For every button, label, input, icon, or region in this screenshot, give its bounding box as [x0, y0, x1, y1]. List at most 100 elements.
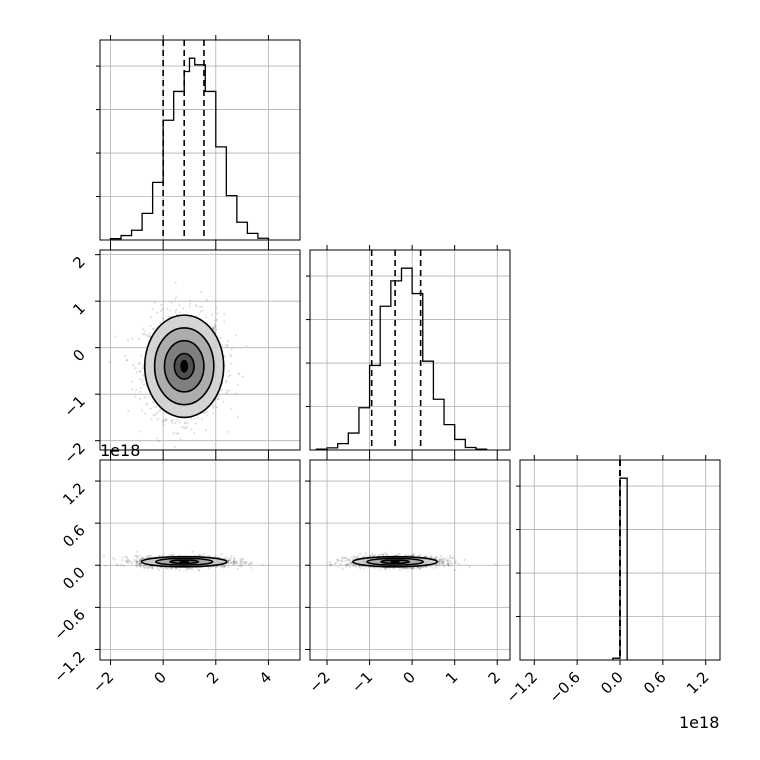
scatter-point [179, 438, 182, 441]
scatter-point [435, 564, 438, 567]
scatter-point [438, 560, 441, 563]
scatter-point [403, 567, 406, 570]
scatter-point [137, 563, 140, 566]
scatter-point [398, 568, 401, 572]
scatter-point [220, 388, 223, 391]
scatter-point [353, 563, 356, 567]
scatter-point [217, 397, 220, 400]
plot-area [103, 550, 264, 572]
histogram-step [612, 477, 628, 660]
scatter-point [135, 559, 138, 562]
scatter-point [228, 389, 231, 392]
plot-area [328, 551, 497, 572]
x-tick-label: −0.6 [545, 668, 583, 706]
scatter-point [142, 333, 145, 336]
scatter-point [407, 567, 410, 570]
scatter-point [412, 554, 415, 557]
scatter-point [229, 373, 232, 376]
scatter-point [129, 561, 132, 564]
scatter-point [126, 558, 129, 561]
scatter-point [447, 561, 450, 565]
scatter-point [236, 567, 239, 571]
scatter-point [135, 564, 138, 567]
scatter-point [142, 364, 145, 367]
scatter-point [193, 432, 196, 435]
scatter-point [378, 553, 381, 556]
x-tick-label: 2 [203, 668, 222, 687]
scatter-point [135, 561, 138, 564]
scatter-point [418, 567, 421, 571]
contour-line [173, 352, 195, 380]
scatter-point [450, 556, 453, 560]
scatter-point [441, 562, 445, 565]
scatter-point [185, 569, 188, 572]
scatter-point [214, 319, 217, 322]
scatter-point [408, 566, 412, 570]
scatter-point [122, 565, 125, 568]
scatter-point [341, 568, 344, 571]
scatter-point [184, 422, 187, 425]
scatter-point [108, 361, 112, 364]
panel-frame [99, 459, 301, 661]
scatter-point [138, 562, 141, 565]
scatter-point [441, 561, 444, 564]
scatter-point [156, 417, 160, 420]
scatter-point [329, 564, 332, 567]
x-tick-label: −2 [305, 668, 333, 696]
pair-panel: −2 −1 0 1 2 [305, 455, 511, 696]
scatter-point [341, 557, 344, 560]
scatter-point [141, 557, 144, 560]
scatter-point [214, 554, 217, 557]
scatter-point [431, 566, 434, 569]
density-core [179, 559, 189, 564]
scatter-point [426, 565, 429, 568]
histogram-panel: −1.2 −0.6 0.0 0.6 1.2 [503, 455, 721, 707]
scatter-point [162, 424, 165, 427]
scatter-point [329, 563, 332, 566]
scatter-point [164, 419, 167, 422]
scatter-point [348, 557, 351, 561]
scatter-point [362, 567, 365, 570]
scatter-point [354, 565, 357, 568]
x-tick-label: 0 [151, 668, 170, 687]
scatter-point [419, 566, 422, 569]
scatter-point [339, 563, 342, 566]
scatter-point [433, 557, 437, 560]
density-core [180, 359, 189, 373]
scatter-point [215, 318, 218, 321]
scatter-point [114, 335, 117, 338]
scatter-point [215, 565, 218, 569]
scatter-point [127, 560, 130, 563]
scatter-point [171, 567, 174, 570]
scatter-point [128, 559, 131, 562]
scatter-point [198, 554, 201, 557]
scatter-point [223, 313, 226, 316]
scatter-point [425, 555, 428, 558]
scatter-point [147, 566, 150, 569]
scatter-point [447, 563, 450, 567]
scatter-point [358, 565, 361, 568]
scatter-point [139, 558, 142, 562]
scatter-point [132, 364, 135, 367]
scatter-point [349, 561, 352, 565]
scatter-point [156, 437, 159, 440]
scatter-point [178, 421, 181, 424]
scatter-point [145, 565, 148, 568]
scatter-point [372, 554, 375, 558]
scatter-point [197, 569, 200, 572]
scatter-point [134, 367, 137, 370]
scatter-point [174, 310, 177, 314]
scatter-point [240, 564, 243, 567]
scatter-point [351, 558, 354, 561]
scatter-point [349, 559, 352, 563]
scatter-point [171, 553, 174, 556]
y-tick-label: −1 [60, 392, 88, 420]
scatter-point [223, 355, 226, 358]
scatter-point [142, 565, 145, 568]
scatter-point [135, 565, 138, 568]
scatter-point [237, 564, 241, 567]
scatter-point [161, 317, 164, 320]
scatter-point [244, 561, 247, 564]
plot-area [108, 281, 248, 448]
scatter-point [160, 303, 163, 306]
